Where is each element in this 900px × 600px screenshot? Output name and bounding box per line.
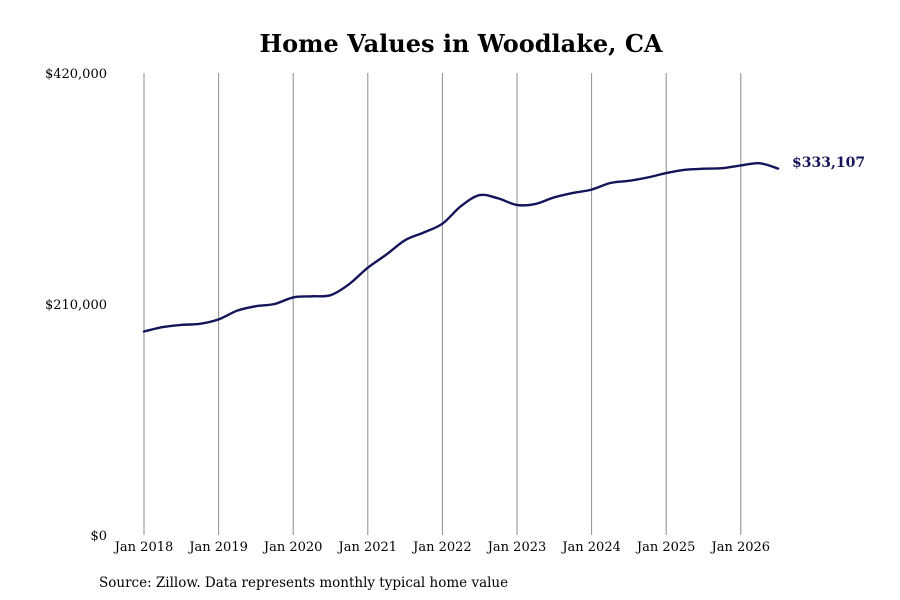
y-tick-label-2: $420,000 xyxy=(45,67,107,82)
x-tick-label-0: Jan 2018 xyxy=(113,540,174,555)
x-tick-label-5: Jan 2023 xyxy=(486,540,547,555)
x-tick-label-2: Jan 2020 xyxy=(262,540,323,555)
y-axis: $0 $210,000 $420,000 xyxy=(45,67,107,544)
y-tick-label-1: $210,000 xyxy=(45,298,107,313)
series-line-0 xyxy=(142,161,780,333)
x-tick-label-3: Jan 2021 xyxy=(337,540,398,555)
chart-title: Home Values in Woodlake, CA xyxy=(259,29,662,58)
x-axis: Jan 2018 Jan 2019 Jan 2020 Jan 2021 Jan 2022… xyxy=(113,540,770,555)
x-tick-label-8: Jan 2026 xyxy=(710,540,771,555)
end-value-label: $333,107 xyxy=(792,155,865,171)
series-layer xyxy=(142,161,780,333)
source-note: Source: Zillow. Data represents monthly … xyxy=(99,575,508,591)
y-tick-label-0: $0 xyxy=(90,529,107,544)
grid xyxy=(143,73,742,535)
x-tick-label-4: Jan 2022 xyxy=(411,540,472,555)
x-tick-label-7: Jan 2025 xyxy=(635,540,696,555)
x-tick-label-6: Jan 2024 xyxy=(560,540,621,555)
x-tick-label-1: Jan 2019 xyxy=(187,540,248,555)
